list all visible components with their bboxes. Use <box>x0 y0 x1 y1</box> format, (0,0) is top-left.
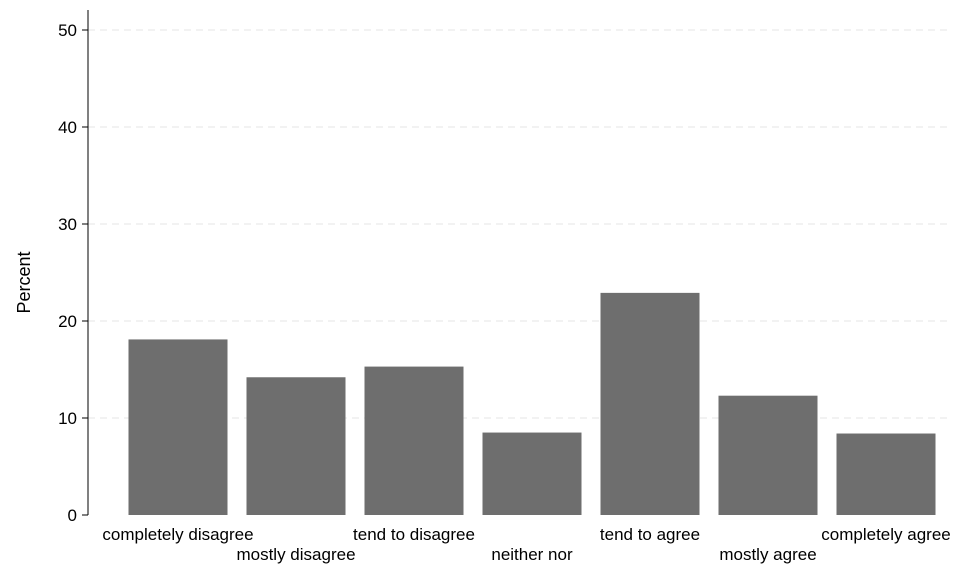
y-tick-label-50: 50 <box>58 21 77 40</box>
y-tick-label-40: 40 <box>58 118 77 137</box>
x-tick-label-completely-agree: completely agree <box>821 525 950 544</box>
bar-completely-agree <box>836 433 936 515</box>
x-tick-label-mostly-agree: mostly agree <box>719 545 816 564</box>
x-tick-label-neither-nor: neither nor <box>491 545 573 564</box>
bar-tend-to-agree <box>600 292 700 515</box>
y-tick-label-0: 0 <box>68 506 77 525</box>
x-tick-label-tend-to-disagree: tend to disagree <box>353 525 475 544</box>
bars <box>128 292 936 515</box>
y-tick-label-10: 10 <box>58 409 77 428</box>
bar-mostly-disagree <box>246 377 346 515</box>
x-tick-label-mostly-disagree: mostly disagree <box>236 545 355 564</box>
y-axis-title: Percent <box>14 251 34 313</box>
bar-neither-nor <box>482 432 582 515</box>
bar-mostly-agree <box>718 395 818 515</box>
y-tick-label-20: 20 <box>58 312 77 331</box>
bar-completely-disagree <box>128 339 228 515</box>
x-tick-label-tend-to-agree: tend to agree <box>600 525 700 544</box>
bar-tend-to-disagree <box>364 366 464 515</box>
x-tick-label-completely-disagree: completely disagree <box>102 525 253 544</box>
y-axis-ticks: 0 10 20 30 40 50 <box>58 21 88 525</box>
y-tick-label-30: 30 <box>58 215 77 234</box>
